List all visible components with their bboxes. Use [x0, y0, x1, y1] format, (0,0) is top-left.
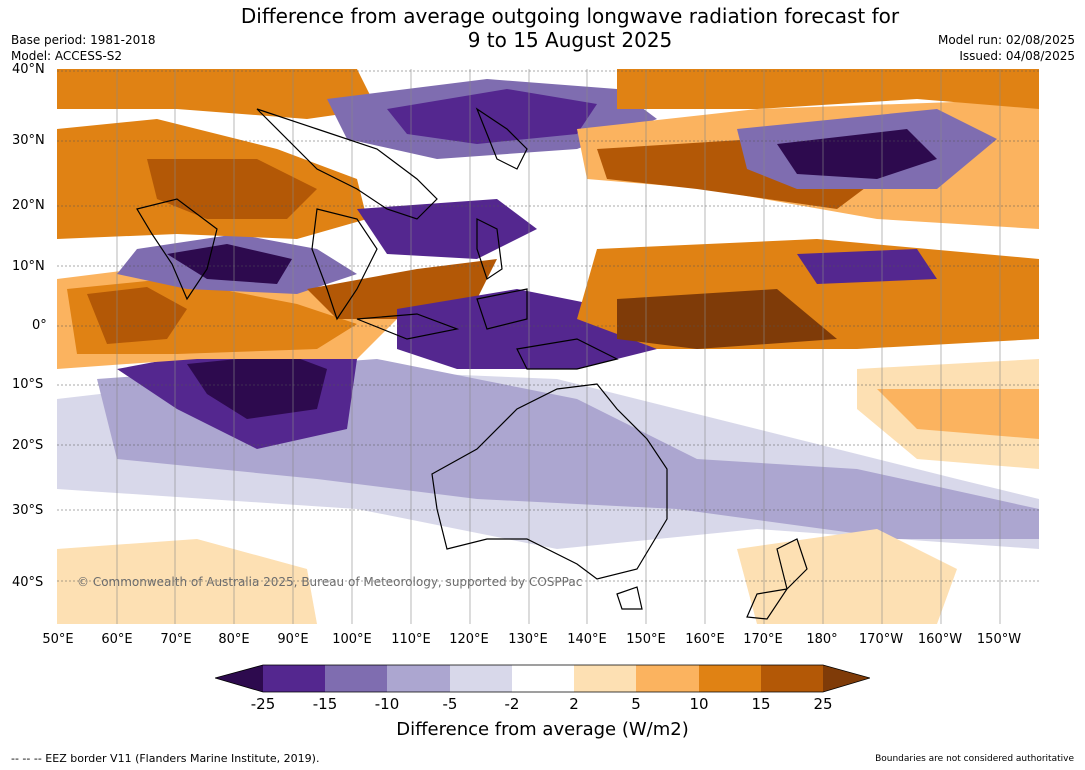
coastlines	[136, 107, 808, 620]
lon-label-50e: 50°E	[42, 632, 74, 647]
colorbar-tick-minus-5: -5	[442, 695, 458, 713]
lon-label-110e: 110°E	[391, 632, 431, 647]
colorbar-swatch-15-25	[761, 665, 823, 692]
colorbar-swatch-minus-5-minus-2	[450, 665, 512, 692]
colorbar-tick-minus-25: -25	[250, 695, 276, 713]
anomaly-region-india-core	[147, 159, 317, 219]
colorbar-outline	[215, 664, 870, 693]
lon-label-160e: 160°E	[685, 632, 725, 647]
china-coastline	[256, 108, 438, 220]
map-svg	[57, 69, 1039, 624]
lat-label-40s: 40°S	[12, 575, 44, 590]
indochina-coastline	[311, 208, 378, 321]
anomaly-region-tasman-light	[737, 529, 957, 624]
colorbar-swatch-minus-25-minus-15	[263, 665, 325, 692]
lon-label-100e: 100°E	[332, 632, 372, 647]
title-line-2: 9 to 15 August 2025	[467, 28, 673, 52]
australia-coastline	[431, 383, 668, 580]
anomaly-region-north-orange	[57, 69, 377, 119]
anomaly-region-bay-of-bengal-core	[167, 244, 292, 284]
model-name: Model: ACCESS-S2	[11, 49, 123, 63]
new-guinea-coastline	[516, 338, 619, 370]
eez-border-note: -- -- -- EEZ border V11 (Flanders Marine…	[11, 752, 320, 765]
colorbar-title: Difference from average (W/m2)	[396, 719, 689, 740]
colorbar-swatch-10-15	[699, 665, 761, 692]
anomaly-region-equatorial-indian-core	[87, 287, 187, 344]
colorbar-tick-25: 25	[813, 695, 833, 713]
lat-label-20s: 20°S	[12, 438, 44, 453]
colorbar-swatch-5-10	[636, 665, 699, 692]
anomaly-region-ne-pacific-core	[777, 129, 937, 179]
lon-label-130e: 130°E	[508, 632, 548, 647]
title-line-1: Difference from average outgoing longwav…	[240, 4, 900, 28]
japan-coastline	[475, 107, 528, 170]
anomaly-region-equatorial-pacific-negative	[797, 249, 937, 284]
lon-label-170e: 170°E	[743, 632, 783, 647]
colorbar-tick-minus-10: -10	[374, 695, 400, 713]
tasmania-coastline	[616, 586, 643, 610]
boundaries-disclaimer: Boundaries are not considered authoritat…	[875, 754, 1074, 764]
colorbar-tick-10: 10	[689, 695, 709, 713]
anomaly-region-sw-pacific-orange	[877, 389, 1039, 439]
copyright-notice: © Commonwealth of Australia 2025, Bureau…	[77, 575, 583, 589]
anomaly-region-nw-pacific-core	[387, 89, 597, 144]
lon-label-180: 180°	[806, 632, 838, 647]
model-run: Model run: 02/08/2025	[937, 33, 1075, 47]
new-zealand-coastline	[746, 538, 808, 620]
colorbar-tick-minus-2: -2	[504, 695, 520, 713]
lat-label-10s: 10°S	[12, 377, 44, 392]
colorbar-tick-15: 15	[751, 695, 771, 713]
lat-label-20n: 20°N	[12, 198, 45, 213]
colorbar-tick-5: 5	[631, 695, 641, 713]
lon-label-140e: 140°E	[567, 632, 607, 647]
indonesia-coastline	[356, 288, 528, 340]
lon-label-170w: 170°W	[858, 632, 904, 647]
colorbar	[215, 664, 870, 693]
lon-label-80e: 80°E	[218, 632, 250, 647]
lon-label-150w: 150°W	[976, 632, 1022, 647]
colorbar-swatch-below-minus-25	[215, 665, 263, 692]
lon-label-150e: 150°E	[626, 632, 666, 647]
meta-right: Model run: 02/08/2025 Issued: 04/08/2025	[938, 32, 1075, 64]
lat-label-30s: 30°S	[12, 503, 44, 518]
lat-label-10n: 10°N	[12, 259, 45, 274]
lon-label-70e: 70°E	[160, 632, 192, 647]
anomaly-region-south-indian-light	[57, 539, 317, 624]
lat-label-0: 0°	[32, 318, 47, 333]
colorbar-swatch-minus-15-minus-10	[325, 665, 387, 692]
colorbar-swatch-minus-10-minus-5	[387, 665, 450, 692]
issued-date: Issued: 04/08/2025	[959, 49, 1075, 63]
meta-left: Base period: 1981-2018 Model: ACCESS-S2	[11, 32, 156, 64]
lat-label-30n: 30°N	[12, 133, 45, 148]
colorbar-swatch-above-25	[823, 665, 870, 692]
map-panel	[57, 69, 1039, 624]
colorbar-tick-2: 2	[569, 695, 579, 713]
colorbar-swatch-2-5	[574, 665, 636, 692]
lon-label-60e: 60°E	[101, 632, 133, 647]
lat-label-40n: 40°N	[12, 62, 45, 77]
colorbar-swatch-minus-2-2	[512, 665, 574, 692]
anomaly-region-equatorial-pacific-core	[617, 289, 837, 349]
lon-label-160w: 160°W	[917, 632, 963, 647]
lon-label-120e: 120°E	[449, 632, 489, 647]
base-period: Base period: 1981-2018	[11, 33, 156, 47]
colorbar-tick-minus-15: -15	[312, 695, 338, 713]
anomaly-region-indian-ocean-core	[187, 354, 327, 419]
anomaly-region-north-pacific-orange	[617, 69, 1039, 109]
graticule-meridians	[116, 69, 1001, 624]
chart-title: Difference from average outgoing longwav…	[150, 4, 990, 52]
philippines-coastline	[476, 218, 503, 280]
lon-label-90e: 90°E	[277, 632, 309, 647]
india-coastline	[136, 198, 218, 301]
